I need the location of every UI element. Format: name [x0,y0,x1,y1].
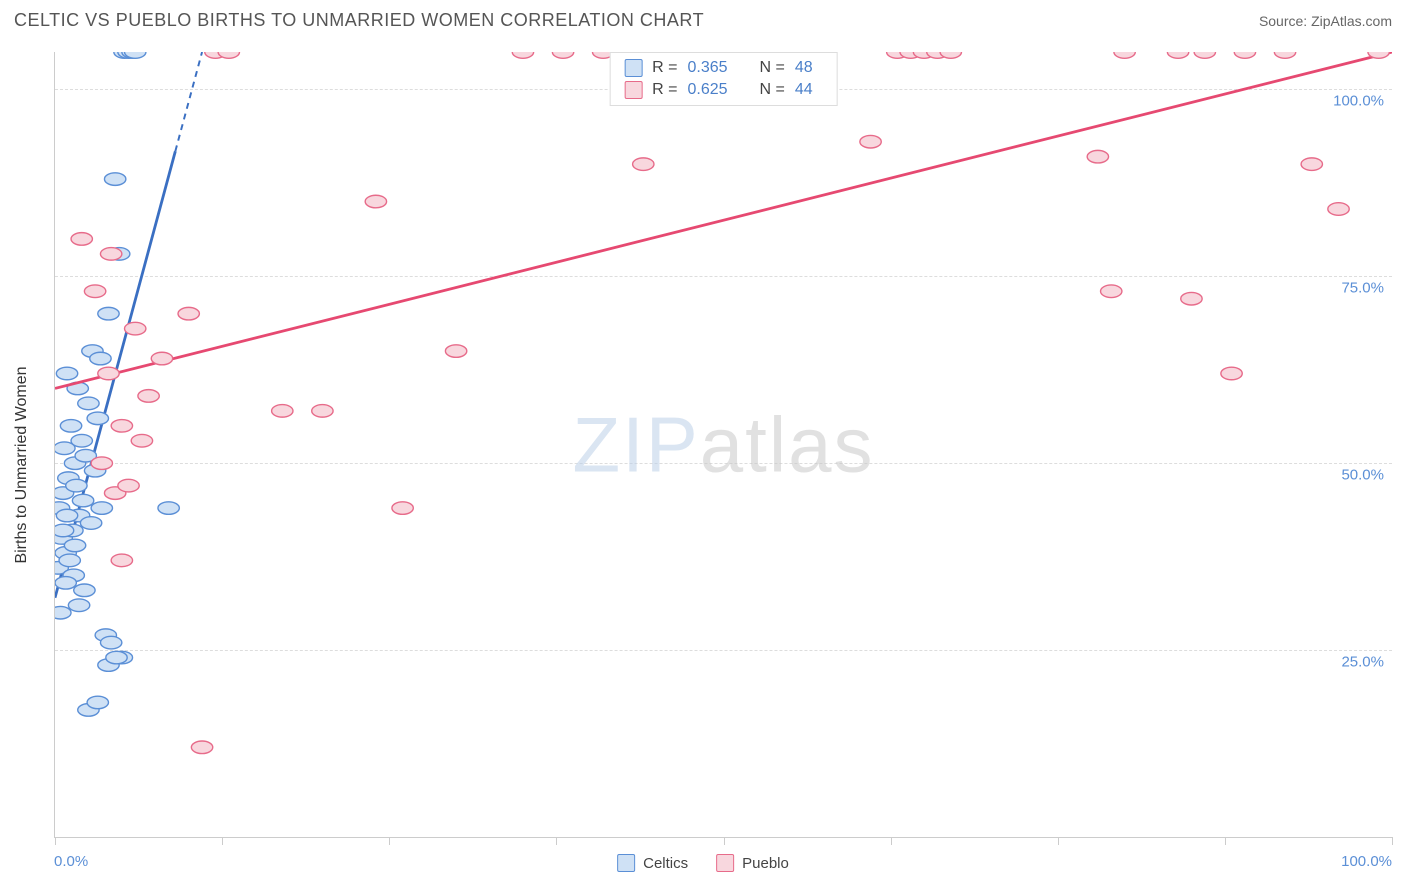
data-point-celtics [71,434,92,447]
data-point-pueblo [312,405,333,418]
data-point-pueblo [392,502,413,515]
data-point-pueblo [633,158,654,171]
source-attribution: Source: ZipAtlas.com [1259,13,1392,29]
n-label: N = [760,59,785,77]
data-point-celtics [106,651,127,664]
legend-item-pueblo: Pueblo [716,854,789,872]
data-point-celtics [158,502,179,515]
data-point-pueblo [1181,292,1202,305]
data-point-celtics [72,494,93,507]
data-point-celtics [100,636,121,649]
data-point-pueblo [131,434,152,447]
data-point-pueblo [1194,52,1215,58]
data-point-celtics [80,517,101,530]
swatch-pueblo-bottom [716,854,734,872]
data-point-pueblo [118,479,139,492]
chart-title: CELTIC VS PUEBLO BIRTHS TO UNMARRIED WOM… [14,10,704,31]
correlation-legend-row-pueblo: R = 0.625 N = 44 [624,81,823,99]
data-point-pueblo [860,135,881,148]
n-value-pueblo: 44 [795,81,823,99]
x-tick [724,837,725,845]
correlation-legend: R = 0.365 N = 48 R = 0.625 N = 44 [609,52,838,106]
r-value-celtics: 0.365 [688,59,740,77]
data-point-celtics [59,554,80,567]
data-point-celtics [60,420,81,433]
scatter-svg [55,52,1392,837]
x-tick [556,837,557,845]
swatch-celtics-bottom [617,854,635,872]
legend-label-celtics: Celtics [643,855,688,872]
data-point-celtics [98,307,119,320]
data-point-pueblo [552,52,573,58]
plot-area: ZIPatlas 25.0%50.0%75.0%100.0% R = 0.365… [54,52,1392,838]
n-label: N = [760,81,785,99]
header: CELTIC VS PUEBLO BIRTHS TO UNMARRIED WOM… [0,0,1406,37]
data-point-celtics [55,524,74,537]
data-point-pueblo [365,195,386,208]
data-point-pueblo [84,285,105,298]
chart-container: Births to Unmarried Women ZIPatlas 25.0%… [14,52,1392,878]
x-tick [1225,837,1226,845]
swatch-celtics [624,59,642,77]
source-name: ZipAtlas.com [1311,13,1392,29]
y-axis-title: Births to Unmarried Women [13,366,31,563]
correlation-legend-row-celtics: R = 0.365 N = 48 [624,59,823,77]
x-tick [1058,837,1059,845]
data-point-pueblo [125,322,146,335]
r-label: R = [652,59,677,77]
data-point-pueblo [178,307,199,320]
data-point-pueblo [1234,52,1255,58]
data-point-pueblo [91,457,112,470]
data-point-celtics [91,502,112,515]
legend-item-celtics: Celtics [617,854,688,872]
x-tick [389,837,390,845]
data-point-celtics [56,509,77,522]
x-tick [55,837,56,845]
data-point-pueblo [111,554,132,567]
data-point-celtics [55,606,71,619]
source-prefix: Source: [1259,13,1311,29]
swatch-pueblo [624,81,642,99]
data-point-pueblo [445,345,466,358]
data-point-pueblo [71,233,92,246]
data-point-pueblo [512,52,533,58]
data-point-pueblo [1221,367,1242,380]
x-axis-label-min: 0.0% [54,853,88,870]
x-tick [222,837,223,845]
data-point-celtics [87,696,108,709]
data-point-celtics [56,367,77,380]
x-tick [891,837,892,845]
data-point-celtics [66,479,87,492]
data-point-pueblo [1274,52,1295,58]
data-point-pueblo [272,405,293,418]
r-label: R = [652,81,677,99]
x-axis-label-max: 100.0% [1341,853,1392,870]
data-point-pueblo [1114,52,1135,58]
data-point-celtics [74,584,95,597]
data-point-pueblo [138,390,159,403]
data-point-celtics [104,173,125,186]
data-point-pueblo [151,352,172,365]
data-point-pueblo [1301,158,1322,171]
data-point-celtics [68,599,89,612]
trend-line-dashed-celtics [175,52,202,151]
data-point-pueblo [1328,203,1349,216]
n-value-celtics: 48 [795,59,823,77]
data-point-pueblo [1087,150,1108,163]
data-point-pueblo [1167,52,1188,58]
series-legend: Celtics Pueblo [617,854,789,872]
x-tick [1392,837,1393,845]
data-point-celtics [64,539,85,552]
data-point-pueblo [191,741,212,754]
data-point-celtics [78,397,99,410]
data-point-pueblo [111,420,132,433]
data-point-pueblo [98,367,119,380]
data-point-celtics [90,352,111,365]
data-point-celtics [55,577,76,590]
data-point-pueblo [100,248,121,261]
r-value-pueblo: 0.625 [688,81,740,99]
data-point-pueblo [1101,285,1122,298]
data-point-celtics [87,412,108,425]
legend-label-pueblo: Pueblo [742,855,789,872]
